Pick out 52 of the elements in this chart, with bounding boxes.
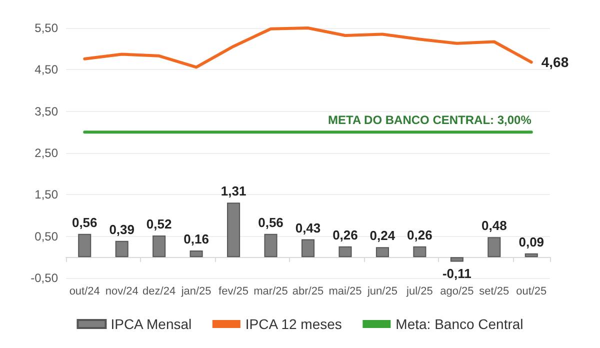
data-label: 0,26 [407,227,432,242]
data-label: 0,48 [482,218,507,234]
x-tick-label: dez/24 [142,286,176,298]
x-tick-label: fev/25 [218,286,249,298]
y-tick-label: 0,50 [34,229,58,244]
y-tick-label: 5,50 [34,21,58,35]
data-label: 0,09 [518,234,544,250]
x-tick-label: mar/25 [254,286,288,298]
x-tick-label: set/25 [479,286,510,298]
y-tick-label: 3,50 [34,104,58,118]
y-tick-label: -0,50 [30,271,58,285]
legend-label: Meta: Banco Central [396,316,524,332]
data-label: 0,52 [146,216,172,232]
data-label: 0,16 [184,232,209,246]
x-tick-label: jul/25 [406,286,433,298]
y-tick-label: 4,50 [34,62,58,77]
x-tick-label: jun/25 [366,286,398,298]
data-label: 4,68 [541,54,569,70]
data-label: 0,26 [332,227,358,242]
bar [78,234,92,258]
x-tick-label: nov/24 [105,286,138,298]
data-label: 0,39 [109,222,134,237]
legend-label: IPCA 12 meses [245,316,342,332]
data-label: 0,43 [295,220,321,236]
data-label: 0,56 [258,214,284,230]
line-series [83,26,533,69]
bar [413,246,426,258]
legend-label: IPCA Mensal [110,316,192,332]
y-tick-label: 2,50 [34,146,58,160]
bar [450,257,464,262]
data-label: 0,24 [370,228,396,244]
x-tick-label: ago/25 [440,286,474,298]
x-tick-label: jan/25 [180,286,212,298]
x-tick-label: abr/25 [292,286,324,298]
bar [152,236,166,258]
x-tick-label: out/25 [516,286,547,298]
bar [338,246,352,258]
bar [524,253,538,258]
bar [376,247,389,258]
bar [227,202,240,258]
x-tick-label: mai/25 [328,286,362,298]
y-tick-label: 1,50 [34,188,58,202]
x-tick-label: out/24 [69,286,100,298]
bar [488,237,501,258]
data-label: -0,11 [442,266,472,281]
data-label: 0,56 [72,214,98,230]
data-label: 1,31 [220,184,246,199]
bar [264,234,278,258]
annotation: META DO BANCO CENTRAL: 3,00% [328,113,532,128]
bar [190,250,203,258]
bar [301,239,315,258]
bar [115,240,128,258]
